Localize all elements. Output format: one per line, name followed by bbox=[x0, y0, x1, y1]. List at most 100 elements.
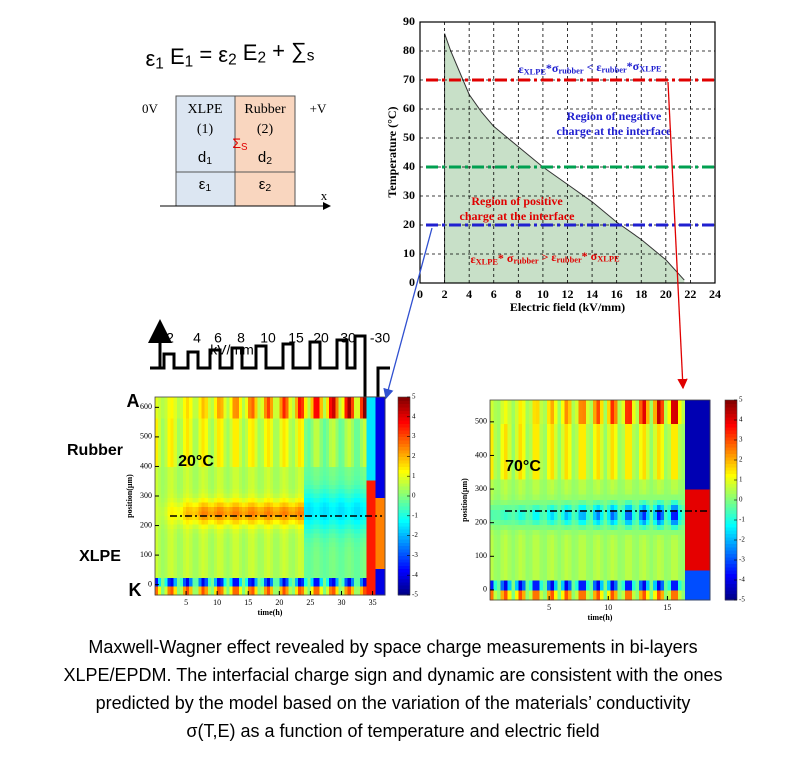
heatmap-cell bbox=[338, 488, 343, 494]
heatmap-cell bbox=[603, 489, 608, 495]
heatmap-cell bbox=[568, 478, 573, 485]
heatmap-cell bbox=[490, 544, 495, 551]
heatmap-cell bbox=[273, 457, 277, 463]
heatmap-cell bbox=[182, 397, 187, 401]
heatmap-cell bbox=[507, 453, 512, 460]
heatmap-cell bbox=[592, 403, 598, 410]
heatmap-cell bbox=[357, 422, 361, 428]
heatmap-cell bbox=[596, 559, 601, 566]
heatmap-cell bbox=[490, 489, 495, 495]
heatmap-cell bbox=[500, 443, 505, 450]
heatmap-cell bbox=[366, 439, 371, 445]
heatmap-cell bbox=[369, 555, 374, 561]
heatmap-cell bbox=[210, 422, 215, 428]
heatmap-cell bbox=[282, 532, 287, 538]
heatmap-cell bbox=[493, 478, 498, 485]
heatmap-cell bbox=[332, 590, 336, 596]
heatmap-cell bbox=[164, 444, 169, 450]
heatmap-cell bbox=[363, 422, 367, 428]
heatmap-cell bbox=[251, 397, 256, 401]
heatmap-cell bbox=[192, 537, 197, 543]
heatmap-cell bbox=[381, 532, 386, 538]
heatmap-cell bbox=[266, 466, 271, 472]
heatmap-cell bbox=[291, 510, 296, 516]
heatmap-cell bbox=[204, 408, 209, 414]
heatmap-cell bbox=[344, 426, 349, 432]
heatmap-cell bbox=[186, 519, 190, 525]
heatmap-cell bbox=[282, 404, 287, 410]
heatmap-cell bbox=[575, 468, 580, 475]
heatmap-cell bbox=[553, 418, 559, 425]
heatmap-cell bbox=[525, 438, 530, 445]
heatmap-cell bbox=[589, 400, 594, 404]
heatmap-cell bbox=[347, 493, 352, 499]
heatmap-cell bbox=[179, 528, 184, 534]
heatmap-cell bbox=[251, 417, 256, 423]
heatmap-cell bbox=[325, 555, 330, 561]
heatmap-cell bbox=[276, 568, 280, 574]
colorbar-cell bbox=[398, 581, 410, 586]
heatmap-cell bbox=[273, 426, 277, 432]
heatmap-cell bbox=[251, 590, 256, 596]
heatmap-cell bbox=[366, 563, 371, 570]
heatmap-cell bbox=[155, 399, 159, 405]
heatmap-cell bbox=[238, 479, 243, 485]
heatmap-cell bbox=[564, 400, 569, 404]
text-part: < ε bbox=[584, 60, 602, 74]
heatmap-cell bbox=[536, 489, 541, 495]
layer-name: Rubber bbox=[244, 102, 286, 117]
heatmap-cell bbox=[201, 510, 206, 516]
heatmap-cell bbox=[161, 444, 165, 450]
heatmap-cell bbox=[291, 550, 296, 556]
heatmap-cell bbox=[245, 470, 249, 476]
heatmap-cell bbox=[189, 448, 193, 454]
heatmap-cell bbox=[366, 479, 371, 485]
y-tick-label: 80 bbox=[403, 43, 415, 57]
heatmap-cell bbox=[378, 466, 383, 472]
heatmap-cell bbox=[173, 479, 178, 485]
heatmap-cell bbox=[226, 430, 231, 437]
heatmap-cell bbox=[276, 413, 280, 419]
heatmap-cell bbox=[585, 534, 590, 541]
heatmap-cell bbox=[550, 524, 555, 531]
heatmap-cell bbox=[500, 514, 505, 520]
heatmap-cell bbox=[375, 550, 380, 556]
heatmap-cell bbox=[251, 501, 256, 507]
heatmap-cell bbox=[158, 541, 162, 547]
heatmap-cell bbox=[210, 586, 215, 592]
heatmap-cell bbox=[238, 581, 243, 587]
heatmap-cell bbox=[226, 501, 231, 507]
heatmap-cell bbox=[297, 448, 302, 454]
heatmap-cell bbox=[164, 484, 169, 490]
colorbar-cell bbox=[398, 433, 410, 438]
heatmap-cell bbox=[514, 509, 519, 515]
heatmap-cell bbox=[167, 399, 172, 405]
x-tick-label: 15 bbox=[244, 598, 252, 607]
heatmap-cell bbox=[360, 430, 364, 437]
heatmap-cell bbox=[242, 444, 246, 450]
layer-name: XLPE bbox=[188, 102, 223, 117]
heatmap-cell bbox=[525, 524, 530, 531]
heatmap-cell bbox=[493, 539, 498, 546]
heatmap-cell bbox=[571, 529, 576, 536]
heatmap-cell bbox=[500, 418, 505, 425]
heatmap-cell bbox=[220, 435, 224, 441]
heatmap-cell bbox=[291, 497, 296, 503]
heatmap-cell bbox=[254, 515, 259, 521]
heatmap-cell bbox=[229, 426, 234, 432]
heatmap-cell bbox=[341, 493, 346, 499]
heatmap-cell bbox=[254, 586, 259, 592]
heatmap-cell bbox=[347, 408, 352, 414]
heatmap-cell bbox=[372, 546, 377, 552]
heatmap-cell bbox=[158, 426, 162, 432]
heatmap-cell bbox=[232, 572, 237, 578]
heatmap-cell bbox=[347, 484, 352, 490]
heatmap-cell bbox=[238, 488, 243, 494]
y-tick-label: 90 bbox=[403, 14, 415, 28]
heatmap-cell bbox=[179, 435, 184, 441]
heatmap-cell bbox=[518, 534, 523, 541]
heatmap-cell bbox=[493, 418, 498, 425]
heatmap-cell bbox=[263, 559, 268, 565]
heatmap-cell bbox=[217, 413, 221, 419]
x-tick-label: 25 bbox=[306, 598, 314, 607]
